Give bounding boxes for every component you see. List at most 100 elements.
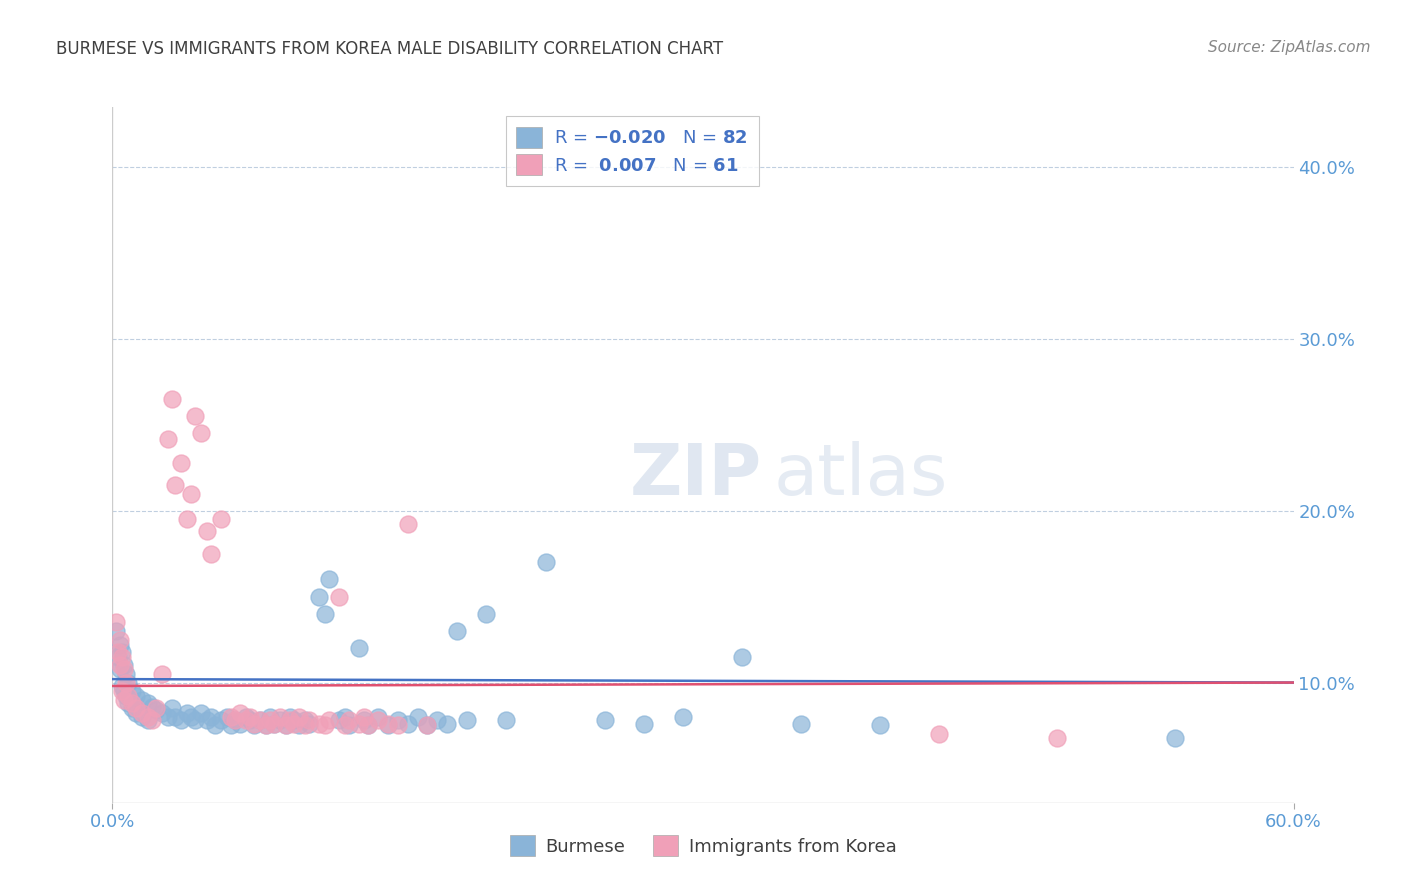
Text: atlas: atlas (773, 442, 948, 510)
Point (308, 716, 330, 731)
Point (298, 716, 321, 731)
Point (117, 690, 139, 704)
Point (259, 714, 281, 728)
Point (145, 701, 167, 715)
Point (308, 590, 330, 604)
Point (107, 649, 129, 664)
Point (259, 710, 281, 724)
Point (204, 718, 226, 732)
Point (112, 692, 135, 706)
Point (150, 667, 173, 681)
Point (121, 696, 143, 710)
Point (283, 716, 305, 731)
Point (298, 714, 321, 728)
Point (176, 512, 198, 526)
Point (219, 710, 242, 724)
Point (131, 706, 153, 721)
Point (229, 706, 252, 721)
Point (121, 684, 143, 698)
Point (156, 432, 179, 446)
Point (243, 718, 266, 732)
Point (209, 714, 232, 728)
Point (131, 710, 153, 724)
Point (328, 590, 350, 604)
Point (347, 716, 370, 731)
Point (200, 710, 222, 724)
Point (593, 714, 616, 728)
Point (357, 718, 380, 732)
Point (1164, 731, 1187, 745)
Point (243, 716, 266, 731)
Point (318, 573, 340, 587)
Point (136, 696, 159, 710)
Point (367, 710, 389, 724)
Point (150, 706, 173, 721)
Point (111, 649, 134, 664)
Point (367, 714, 389, 728)
Point (165, 478, 187, 492)
Point (190, 706, 212, 721)
Legend: Burmese, Immigrants from Korea: Burmese, Immigrants from Korea (502, 828, 904, 863)
Point (318, 714, 340, 728)
Point (195, 524, 218, 539)
Point (387, 714, 409, 728)
Point (426, 714, 449, 728)
Point (534, 555, 557, 569)
Point (283, 714, 305, 728)
Point (160, 392, 183, 406)
Point (263, 716, 285, 731)
Point (136, 710, 159, 724)
Point (869, 718, 891, 732)
Point (337, 718, 360, 732)
Point (180, 486, 202, 500)
Point (416, 718, 439, 732)
Point (111, 684, 134, 698)
Point (110, 658, 132, 673)
Point (731, 649, 754, 664)
Point (333, 710, 356, 724)
Point (416, 718, 439, 732)
Point (396, 716, 419, 731)
Point (105, 615, 128, 630)
Point (224, 714, 246, 728)
Point (209, 512, 232, 526)
Point (112, 658, 135, 673)
Point (200, 547, 222, 561)
Point (263, 716, 285, 731)
Point (249, 714, 271, 728)
Point (239, 714, 262, 728)
Point (180, 710, 202, 724)
Point (184, 714, 207, 728)
Point (115, 667, 138, 681)
Point (229, 716, 252, 731)
Point (107, 645, 129, 659)
Point (215, 710, 238, 724)
Point (672, 710, 695, 724)
Point (141, 699, 163, 714)
Point (110, 662, 132, 676)
Point (115, 675, 138, 690)
Point (274, 718, 297, 732)
Text: Source: ZipAtlas.com: Source: ZipAtlas.com (1208, 40, 1371, 55)
Point (235, 714, 257, 728)
Point (633, 716, 655, 731)
Point (184, 409, 207, 424)
Point (170, 714, 193, 728)
Point (125, 706, 148, 721)
Point (105, 624, 128, 638)
Point (294, 718, 316, 732)
Point (112, 662, 135, 676)
Point (387, 718, 409, 732)
Point (353, 714, 375, 728)
Point (195, 714, 218, 728)
Point (219, 718, 242, 732)
Point (495, 714, 517, 728)
Point (396, 517, 419, 532)
Point (288, 718, 311, 732)
Point (141, 714, 163, 728)
Point (274, 718, 297, 732)
Point (337, 714, 360, 728)
Point (269, 714, 291, 728)
Point (406, 710, 429, 724)
Point (235, 710, 257, 724)
